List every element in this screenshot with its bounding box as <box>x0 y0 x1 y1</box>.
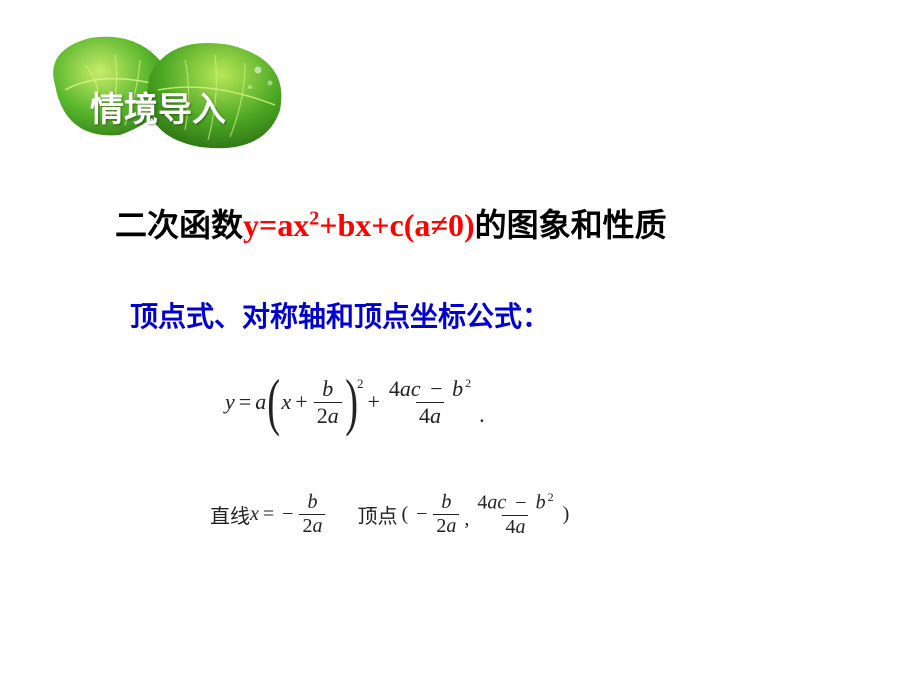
frac-4acb2-4a: 4ac − b2 4a <box>386 376 474 429</box>
sub-title: 顶点式、对称轴和顶点坐标公式： <box>130 295 550 335</box>
axis-segment: 直线 x = − b 2a <box>210 491 327 538</box>
vertex-comma: , <box>464 508 469 531</box>
vfrac2-den: 4a <box>502 515 528 539</box>
vertex-frac1: b 2a <box>433 491 459 538</box>
sym-eq: = <box>239 389 251 415</box>
frac-den-4a: 4a <box>416 402 444 429</box>
vertex-label: 顶点 <box>357 500 397 529</box>
sym-y: y <box>225 389 235 415</box>
axis-den: 2a <box>299 514 325 538</box>
vfrac2-num: 4ac − b2 <box>474 490 556 515</box>
main-title-suffix: 的图象和性质 <box>475 207 667 243</box>
v-num-b: b <box>536 492 546 514</box>
main-title-prefix: 二次函数 <box>115 207 243 243</box>
vertex-form-formula: y = a ( x + b 2a ) 2 + 4ac − b2 4a . <box>225 370 485 434</box>
num-minus: − <box>430 376 442 401</box>
num-b: b <box>452 376 463 401</box>
frac-den-2a: 2a <box>314 402 342 429</box>
axis-frac: b 2a <box>299 491 325 538</box>
main-title: 二次函数y=ax2+bx+c(a≠0)的图象和性质 <box>115 200 667 246</box>
frac-b-2a: b 2a <box>314 376 342 429</box>
v-num-minus: − <box>515 492 526 514</box>
frac-num-b: b <box>319 376 336 402</box>
formula-rest: +bx+c(a≠0) <box>319 207 474 243</box>
vertex-rparen: ) <box>563 503 570 526</box>
period: . <box>479 402 485 428</box>
v-num-sq: 2 <box>548 490 554 504</box>
axis-eq: = <box>263 503 274 526</box>
sym-plus: + <box>295 389 307 415</box>
right-paren-icon: ) <box>345 370 358 434</box>
sym-x: x <box>282 389 292 415</box>
vfrac1-num: b <box>438 491 454 514</box>
sym-plus2: + <box>368 389 380 415</box>
vertex-lparen: ( <box>401 503 408 526</box>
leaf-badge: 情境导入 <box>20 20 300 160</box>
vertex-frac2: 4ac − b2 4a <box>474 490 556 539</box>
axis-vertex-formula: 直线 x = − b 2a 顶点 ( − b 2a , 4ac − b2 4a … <box>210 490 573 539</box>
main-title-formula: y=ax2+bx+c(a≠0) <box>243 207 475 243</box>
vertex-segment: 顶点 ( − b 2a , 4ac − b2 4a ) <box>357 490 573 539</box>
vertex-neg: − <box>416 503 427 526</box>
den-a: a <box>328 403 339 428</box>
axis-num: b <box>304 491 320 514</box>
formula-yax: y=ax <box>243 207 309 243</box>
sym-a: a <box>255 389 266 415</box>
den-a2: a <box>430 403 441 428</box>
axis-x: x <box>250 503 259 526</box>
line-label: 直线 <box>210 500 250 529</box>
left-paren-icon: ( <box>267 370 280 434</box>
num-sq: 2 <box>465 376 471 390</box>
vfrac1-den: 2a <box>433 514 459 538</box>
axis-neg: − <box>282 503 293 526</box>
formula-sq: 2 <box>309 207 319 229</box>
badge-title: 情境导入 <box>90 82 226 131</box>
frac-num-4acb2: 4ac − b2 <box>386 376 474 402</box>
